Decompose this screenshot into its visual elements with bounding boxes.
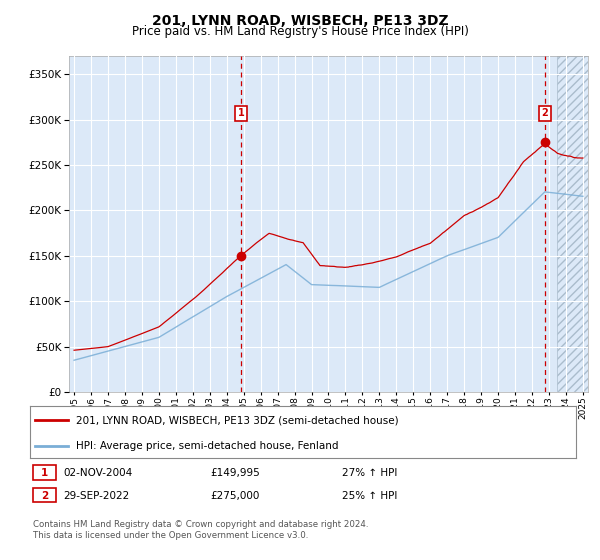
Text: This data is licensed under the Open Government Licence v3.0.: This data is licensed under the Open Gov… <box>33 531 308 540</box>
Text: 27% ↑ HPI: 27% ↑ HPI <box>342 468 397 478</box>
Text: 25% ↑ HPI: 25% ↑ HPI <box>342 491 397 501</box>
Text: 29-SEP-2022: 29-SEP-2022 <box>63 491 129 501</box>
Text: 1: 1 <box>41 468 48 478</box>
Text: Contains HM Land Registry data © Crown copyright and database right 2024.: Contains HM Land Registry data © Crown c… <box>33 520 368 529</box>
Text: £149,995: £149,995 <box>210 468 260 478</box>
Text: Price paid vs. HM Land Registry's House Price Index (HPI): Price paid vs. HM Land Registry's House … <box>131 25 469 38</box>
Bar <box>557 56 592 392</box>
Text: £275,000: £275,000 <box>210 491 259 501</box>
Text: HPI: Average price, semi-detached house, Fenland: HPI: Average price, semi-detached house,… <box>76 441 339 451</box>
Text: 02-NOV-2004: 02-NOV-2004 <box>63 468 132 478</box>
Text: 201, LYNN ROAD, WISBECH, PE13 3DZ (semi-detached house): 201, LYNN ROAD, WISBECH, PE13 3DZ (semi-… <box>76 416 399 426</box>
Text: 1: 1 <box>238 108 244 118</box>
Text: 201, LYNN ROAD, WISBECH, PE13 3DZ: 201, LYNN ROAD, WISBECH, PE13 3DZ <box>152 14 448 28</box>
Text: 2: 2 <box>41 491 48 501</box>
Text: 2: 2 <box>541 108 548 118</box>
